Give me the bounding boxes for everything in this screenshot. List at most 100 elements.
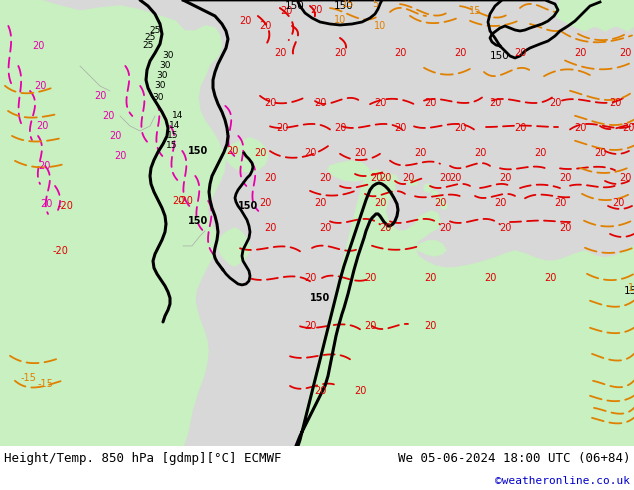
- Text: 20: 20: [534, 148, 546, 158]
- Circle shape: [432, 191, 438, 197]
- Text: 20: 20: [489, 98, 501, 108]
- Text: 20: 20: [394, 48, 406, 58]
- Text: 20: 20: [314, 386, 326, 396]
- Text: -20: -20: [57, 201, 73, 211]
- Text: We 05-06-2024 18:00 UTC (06+84): We 05-06-2024 18:00 UTC (06+84): [398, 452, 630, 465]
- Polygon shape: [0, 0, 225, 446]
- Text: 15: 15: [469, 6, 481, 16]
- Text: 30: 30: [159, 61, 171, 71]
- Text: 20: 20: [304, 148, 316, 158]
- Text: 20: 20: [314, 98, 326, 108]
- Text: 20: 20: [172, 196, 184, 206]
- Polygon shape: [373, 174, 398, 186]
- Text: 20: 20: [259, 21, 271, 31]
- Text: 20: 20: [609, 98, 621, 108]
- Text: 20: 20: [354, 386, 366, 396]
- Text: 20: 20: [499, 223, 511, 233]
- Text: 15: 15: [166, 142, 178, 150]
- Text: 20: 20: [40, 199, 52, 209]
- Text: 20: 20: [102, 111, 114, 121]
- Text: 20: 20: [319, 223, 331, 233]
- Text: 20: 20: [499, 173, 511, 183]
- Text: 15: 15: [342, 0, 354, 9]
- Text: 20: 20: [559, 173, 571, 183]
- Text: 20: 20: [394, 123, 406, 133]
- Text: 20: 20: [619, 48, 631, 58]
- Text: 20: 20: [36, 121, 48, 131]
- Text: 20: 20: [276, 123, 288, 133]
- Text: 20: 20: [109, 131, 121, 141]
- Text: 20: 20: [314, 198, 326, 208]
- Text: 20: 20: [334, 123, 346, 133]
- Text: 10: 10: [334, 15, 346, 25]
- Text: 20: 20: [424, 321, 436, 331]
- Text: 20: 20: [239, 16, 251, 26]
- Text: 20: 20: [554, 198, 566, 208]
- Text: 30: 30: [162, 51, 174, 60]
- Text: 20: 20: [94, 91, 106, 101]
- Text: 20: 20: [378, 223, 391, 233]
- Text: 15: 15: [167, 131, 179, 141]
- Text: -20: -20: [177, 196, 193, 206]
- Text: 20: 20: [454, 48, 466, 58]
- Text: 20: 20: [434, 198, 446, 208]
- Text: 20: 20: [38, 161, 50, 171]
- Text: 20: 20: [304, 321, 316, 331]
- Text: -15: -15: [37, 379, 53, 389]
- Text: Height/Temp. 850 hPa [gdmp][°C] ECMWF: Height/Temp. 850 hPa [gdmp][°C] ECMWF: [4, 452, 281, 465]
- Text: 20: 20: [414, 148, 426, 158]
- Text: 20: 20: [484, 273, 496, 283]
- Text: ©weatheronline.co.uk: ©weatheronline.co.uk: [495, 476, 630, 486]
- Text: 20: 20: [264, 98, 276, 108]
- Text: 20: 20: [514, 123, 526, 133]
- Text: 20: 20: [494, 198, 506, 208]
- Text: 20: 20: [574, 123, 586, 133]
- Text: 20: 20: [226, 146, 238, 156]
- Polygon shape: [415, 241, 446, 256]
- Polygon shape: [408, 179, 418, 185]
- Circle shape: [441, 203, 447, 209]
- Text: -15: -15: [20, 373, 36, 383]
- Circle shape: [424, 184, 432, 192]
- Text: 15: 15: [628, 283, 634, 293]
- Text: 20: 20: [34, 81, 46, 91]
- Text: 20: 20: [334, 48, 346, 58]
- Text: 20: 20: [549, 98, 561, 108]
- Text: 150: 150: [188, 146, 208, 156]
- Text: 150: 150: [285, 1, 305, 11]
- Text: 20: 20: [274, 48, 286, 58]
- Text: 20: 20: [364, 321, 376, 331]
- Text: 20: 20: [264, 173, 276, 183]
- Polygon shape: [218, 228, 250, 266]
- Text: 20: 20: [449, 173, 461, 183]
- Polygon shape: [222, 138, 268, 172]
- Polygon shape: [328, 161, 370, 181]
- Text: 20: 20: [439, 173, 451, 183]
- Text: 20: 20: [319, 173, 331, 183]
- Circle shape: [437, 197, 443, 203]
- Text: 20: 20: [474, 148, 486, 158]
- Text: 30: 30: [154, 81, 165, 91]
- Text: 20: 20: [559, 223, 571, 233]
- Text: 20: 20: [280, 6, 292, 16]
- Text: 10: 10: [374, 21, 386, 31]
- Text: 20: 20: [378, 173, 391, 183]
- Text: 150: 150: [334, 1, 354, 11]
- Text: 20: 20: [254, 148, 266, 158]
- Text: 25: 25: [142, 42, 153, 50]
- Text: 25: 25: [150, 26, 160, 35]
- Text: 20: 20: [622, 123, 634, 133]
- Polygon shape: [555, 0, 634, 31]
- Text: 150: 150: [188, 216, 208, 226]
- Text: 20: 20: [612, 198, 624, 208]
- Text: 20: 20: [514, 48, 526, 58]
- Text: 5: 5: [372, 0, 378, 9]
- Text: 20: 20: [310, 5, 322, 15]
- Text: 20: 20: [114, 151, 126, 161]
- Text: 20: 20: [264, 223, 276, 233]
- Text: 20: 20: [544, 273, 556, 283]
- Text: 20: 20: [259, 198, 271, 208]
- Text: 20: 20: [424, 98, 436, 108]
- Text: 14: 14: [169, 122, 181, 130]
- Text: 20: 20: [354, 148, 366, 158]
